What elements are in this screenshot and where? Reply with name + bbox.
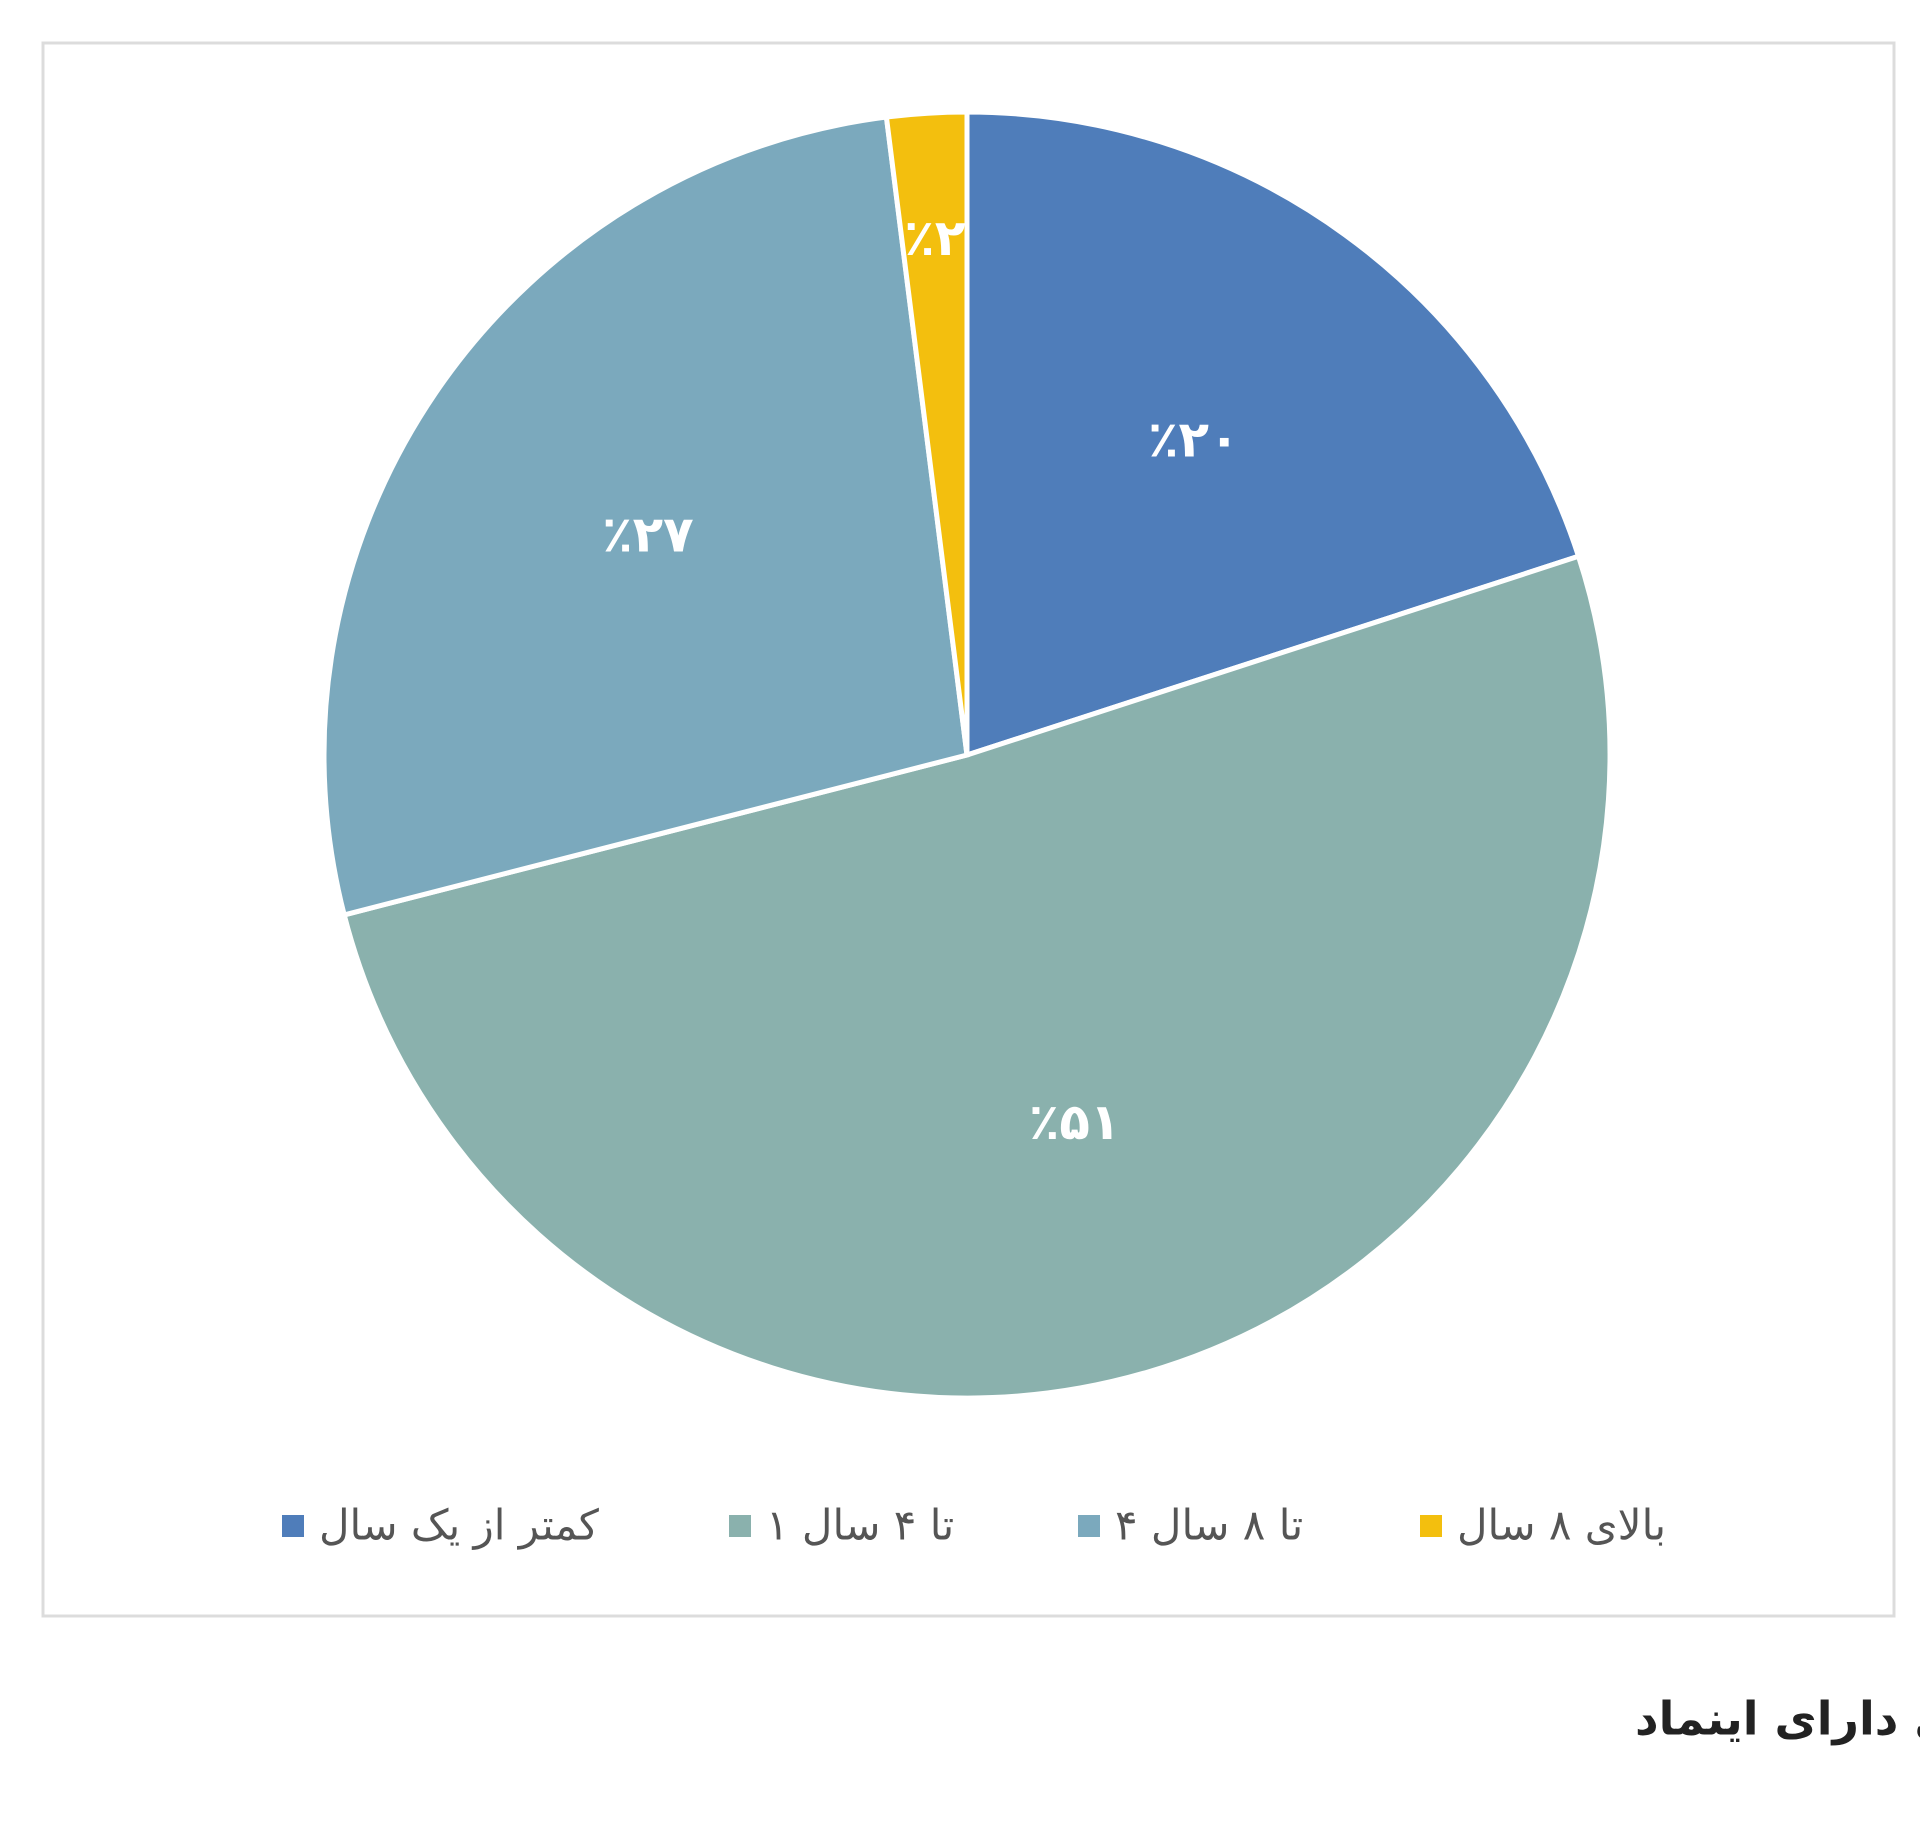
- legend-swatch: [1078, 1515, 1100, 1537]
- value-label: ٪۵۱: [1029, 1093, 1121, 1151]
- legend-label: بالای ۸ سال: [1457, 1501, 1666, 1550]
- legend-swatch: [729, 1515, 751, 1537]
- legend-label: کمتر از یک سال: [319, 1501, 599, 1550]
- pie-slice: [964, 109, 1582, 759]
- pie-slice: [341, 553, 1613, 1401]
- chart-caption: ۴,۱۶. مدت فعالیت واحدهای تجارت الکترونیک…: [1635, 1692, 1920, 1746]
- value-label: ٪۲: [904, 209, 965, 267]
- legend-label: ۴ تا ۸ سال: [1115, 1501, 1303, 1550]
- legend-label: ۱ تا ۴ سال: [766, 1501, 954, 1550]
- value-label: ٪۲۷: [602, 506, 694, 564]
- pie-slice: [883, 109, 970, 756]
- legend-swatch: [282, 1515, 304, 1537]
- legend-swatch: [1420, 1515, 1442, 1537]
- value-label: ٪۲۰: [1148, 410, 1240, 468]
- pie-slice: [321, 114, 970, 918]
